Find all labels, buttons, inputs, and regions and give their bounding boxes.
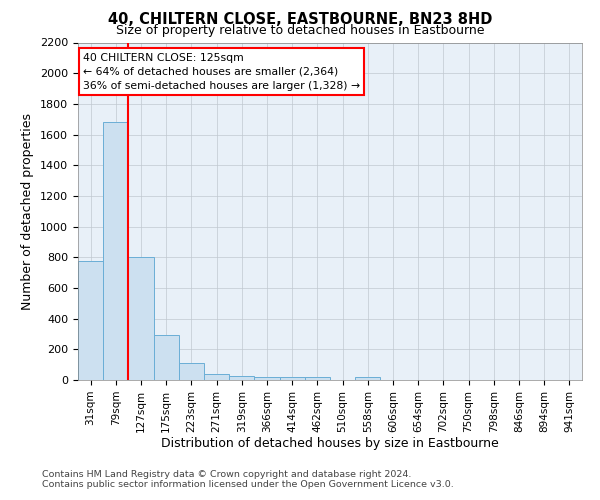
Bar	[179, 363, 204, 380]
X-axis label: Distribution of detached houses by size in Eastbourne: Distribution of detached houses by size …	[161, 438, 499, 450]
Text: Size of property relative to detached houses in Eastbourne: Size of property relative to detached ho…	[116, 24, 484, 37]
Bar	[78, 261, 103, 380]
Bar	[355, 377, 380, 380]
Bar	[128, 258, 154, 380]
Bar	[254, 376, 280, 380]
Bar	[154, 334, 179, 380]
Text: 40, CHILTERN CLOSE, EASTBOURNE, BN23 8HD: 40, CHILTERN CLOSE, EASTBOURNE, BN23 8HD	[108, 12, 492, 28]
Text: 40 CHILTERN CLOSE: 125sqm
← 64% of detached houses are smaller (2,364)
36% of se: 40 CHILTERN CLOSE: 125sqm ← 64% of detac…	[83, 52, 360, 90]
Bar	[204, 374, 229, 380]
Text: Contains HM Land Registry data © Crown copyright and database right 2024.
Contai: Contains HM Land Registry data © Crown c…	[42, 470, 454, 489]
Y-axis label: Number of detached properties: Number of detached properties	[22, 113, 34, 310]
Bar	[103, 122, 128, 380]
Bar	[305, 377, 330, 380]
Bar	[280, 377, 305, 380]
Bar	[229, 376, 254, 380]
